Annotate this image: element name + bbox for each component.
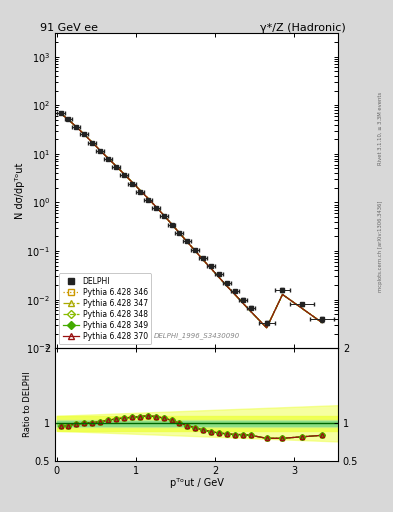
X-axis label: pᵀᵒut / GeV: pᵀᵒut / GeV [169, 478, 224, 488]
Legend: DELPHI, Pythia 6.428 346, Pythia 6.428 347, Pythia 6.428 348, Pythia 6.428 349, : DELPHI, Pythia 6.428 346, Pythia 6.428 3… [59, 273, 151, 345]
Y-axis label: Ratio to DELPHI: Ratio to DELPHI [23, 372, 32, 437]
Text: Rivet 3.1.10, ≥ 3.3M events: Rivet 3.1.10, ≥ 3.3M events [378, 91, 383, 165]
Text: mcplots.cern.ch [arXiv:1306.3436]: mcplots.cern.ch [arXiv:1306.3436] [378, 200, 383, 291]
Text: 91 GeV ee: 91 GeV ee [40, 23, 98, 33]
Text: DELPHI_1996_S3430090: DELPHI_1996_S3430090 [153, 332, 240, 339]
Y-axis label: N dσ/dpᵀᵒut: N dσ/dpᵀᵒut [15, 163, 25, 219]
Text: γ*/Z (Hadronic): γ*/Z (Hadronic) [260, 23, 345, 33]
